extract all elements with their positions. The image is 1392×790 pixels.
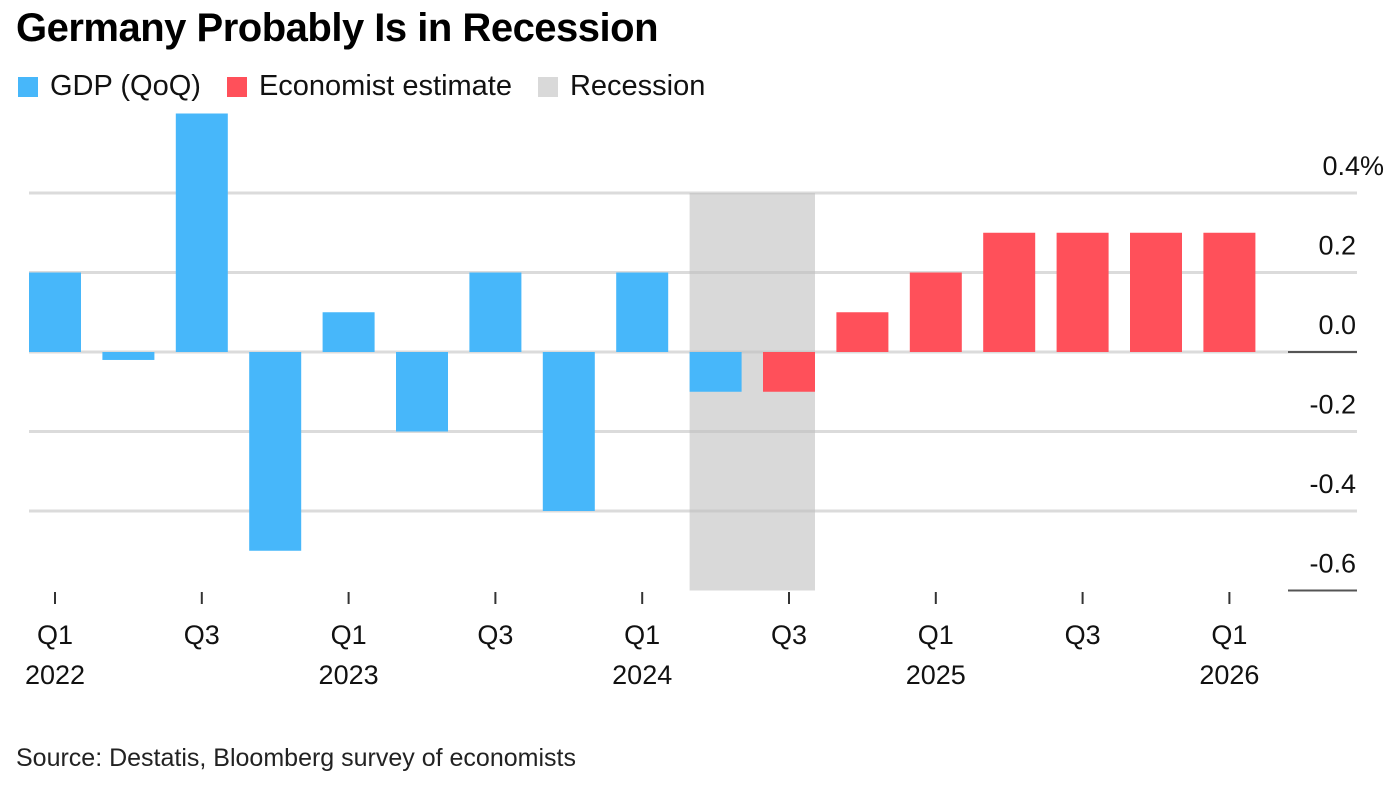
x-tick-label-quarter: Q3 bbox=[184, 620, 220, 650]
x-tick-label-quarter: Q1 bbox=[331, 620, 367, 650]
gdp-bar bbox=[29, 272, 81, 352]
source-note: Source: Destatis, Bloomberg survey of ec… bbox=[16, 744, 576, 772]
y-tick-label: 0.4% bbox=[1322, 151, 1384, 181]
gdp-bar bbox=[102, 352, 155, 360]
estimate-bar bbox=[1203, 232, 1256, 352]
chart-title: Germany Probably Is in Recession bbox=[16, 6, 659, 50]
y-tick-label: 0.0 bbox=[1318, 310, 1356, 340]
gdp-bar bbox=[249, 352, 302, 551]
estimate-bar bbox=[763, 352, 815, 392]
legend-label-estimate: Economist estimate bbox=[258, 70, 512, 102]
legend-item-gdp: GDP (QoQ) bbox=[18, 70, 201, 103]
y-tick-label: 0.2 bbox=[1318, 231, 1356, 261]
gdp-bar bbox=[175, 113, 228, 352]
legend: GDP (QoQ) Economist estimate Recession bbox=[18, 70, 731, 103]
legend-swatch-gdp bbox=[18, 76, 38, 97]
x-tick-label-quarter: Q3 bbox=[771, 620, 807, 650]
legend-label-recession: Recession bbox=[569, 70, 706, 102]
x-tick-label-quarter: Q3 bbox=[477, 620, 513, 650]
gdp-bar bbox=[616, 272, 669, 352]
x-tick-label-year: 2022 bbox=[25, 660, 85, 690]
y-tick-label: -0.6 bbox=[1309, 549, 1356, 579]
gdp-bar bbox=[322, 312, 375, 352]
estimate-bar bbox=[1056, 232, 1109, 352]
estimate-bar bbox=[983, 232, 1036, 352]
legend-swatch-recession bbox=[537, 76, 558, 97]
x-tick-label-year: 2026 bbox=[1199, 660, 1259, 690]
gdp-bar bbox=[542, 352, 595, 511]
x-tick-label-quarter: Q1 bbox=[37, 620, 73, 650]
x-tick-label-year: 2023 bbox=[319, 660, 379, 690]
estimate-bar bbox=[1130, 232, 1182, 352]
legend-swatch-estimate bbox=[226, 76, 247, 97]
x-tick-label-quarter: Q1 bbox=[918, 620, 954, 650]
gdp-bar bbox=[396, 352, 448, 432]
legend-label-gdp: GDP (QoQ) bbox=[50, 70, 201, 102]
x-tick-label-year: 2024 bbox=[612, 660, 672, 690]
x-tick-label-quarter: Q1 bbox=[624, 620, 660, 650]
x-tick-label-quarter: Q3 bbox=[1065, 620, 1101, 650]
gdp-bar bbox=[689, 352, 742, 392]
legend-item-recession: Recession bbox=[537, 70, 706, 103]
legend-item-estimate: Economist estimate bbox=[226, 70, 512, 103]
estimate-bar bbox=[909, 272, 962, 352]
x-tick-label-year: 2025 bbox=[906, 660, 966, 690]
y-tick-label: -0.4 bbox=[1309, 469, 1356, 499]
estimate-bar bbox=[836, 312, 889, 352]
y-tick-label: -0.2 bbox=[1309, 390, 1356, 420]
x-tick-label-quarter: Q1 bbox=[1211, 620, 1247, 650]
gdp-bar bbox=[469, 272, 522, 352]
